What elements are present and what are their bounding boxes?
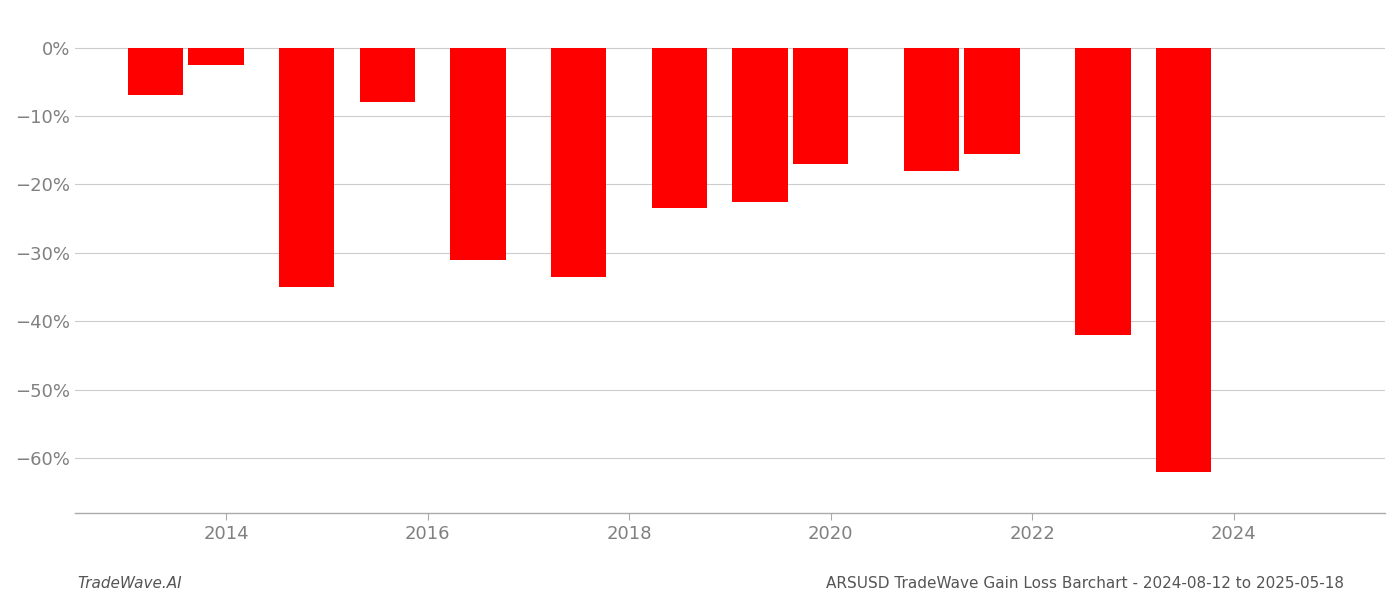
Bar (652, 47, 707, 208)
Bar (965, 47, 1019, 154)
Bar (732, 47, 788, 202)
Text: TradeWave.AI: TradeWave.AI (77, 576, 182, 591)
Bar (360, 47, 414, 103)
Bar (792, 47, 848, 164)
Bar (279, 47, 335, 287)
Bar (904, 47, 959, 171)
Bar (127, 47, 183, 95)
Bar (188, 47, 244, 65)
Bar (552, 47, 606, 277)
Bar (1075, 47, 1131, 335)
Bar (1156, 47, 1211, 472)
Text: ARSUSD TradeWave Gain Loss Barchart - 2024-08-12 to 2025-05-18: ARSUSD TradeWave Gain Loss Barchart - 20… (826, 576, 1344, 591)
Bar (451, 47, 505, 260)
